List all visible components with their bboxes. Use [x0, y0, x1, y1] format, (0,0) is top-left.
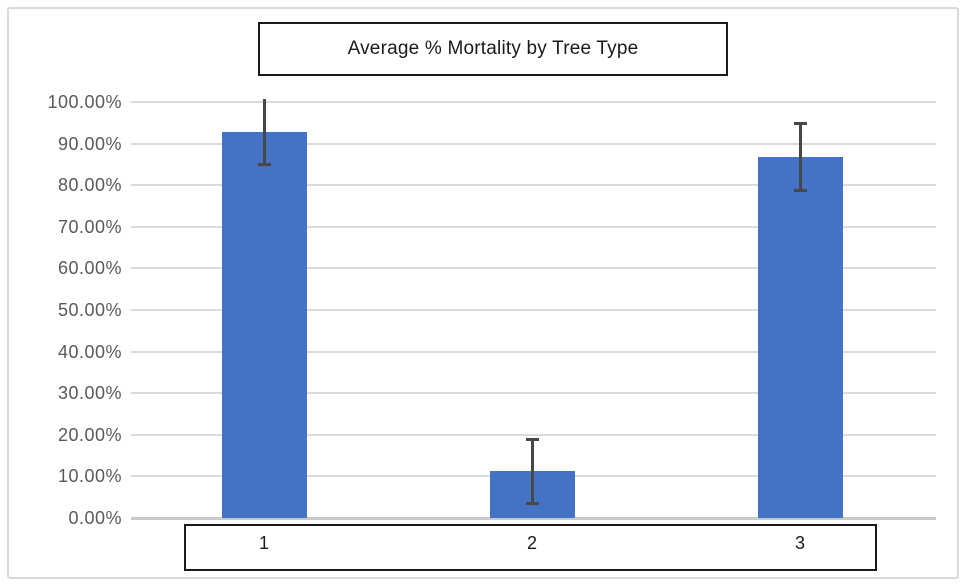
y-tick-label: 10.00%: [57, 466, 122, 487]
y-tick-label: 80.00%: [57, 175, 122, 196]
y-tick-label: 90.00%: [57, 133, 122, 154]
gridline: [131, 267, 936, 270]
gridline: [131, 101, 936, 103]
gridline: [131, 184, 936, 187]
plot-area: [131, 98, 936, 520]
gridline: [131, 309, 936, 311]
x-axis-label: 2: [526, 533, 538, 553]
error-bar-cap: [257, 162, 271, 166]
y-tick-label: 50.00%: [57, 300, 122, 320]
chart-title-box: Average % Mortality by Tree Type: [258, 22, 728, 76]
y-tick-label: 100.00%: [47, 92, 122, 112]
x-axis-line: [131, 517, 936, 520]
error-bar-cap: [793, 122, 807, 126]
error-bar-cap: [525, 501, 539, 505]
y-tick-label: 0.00%: [68, 508, 122, 528]
error-bar-line: [262, 98, 266, 165]
gridline: [131, 142, 936, 145]
chart-title: Average % Mortality by Tree Type: [347, 38, 639, 59]
bar-category-1: [221, 131, 307, 518]
x-axis-label: 1: [258, 533, 270, 553]
y-tick-label: 30.00%: [57, 383, 122, 404]
error-bar-line: [798, 123, 802, 191]
bar-category-3: [757, 156, 843, 518]
gridline: [131, 350, 936, 353]
y-tick-label: 40.00%: [57, 341, 122, 362]
x-axis-label-box: [184, 524, 877, 571]
error-bar-cap: [525, 438, 539, 442]
gridline: [131, 433, 936, 436]
y-tick-label: 70.00%: [57, 216, 122, 237]
error-bar-line: [530, 439, 534, 503]
x-axis-label: 3: [794, 533, 806, 553]
y-tick-label: 60.00%: [57, 258, 122, 279]
gridline: [131, 225, 936, 228]
gridline: [131, 392, 936, 395]
error-bar-cap: [793, 188, 807, 192]
y-tick-label: 20.00%: [57, 424, 122, 445]
